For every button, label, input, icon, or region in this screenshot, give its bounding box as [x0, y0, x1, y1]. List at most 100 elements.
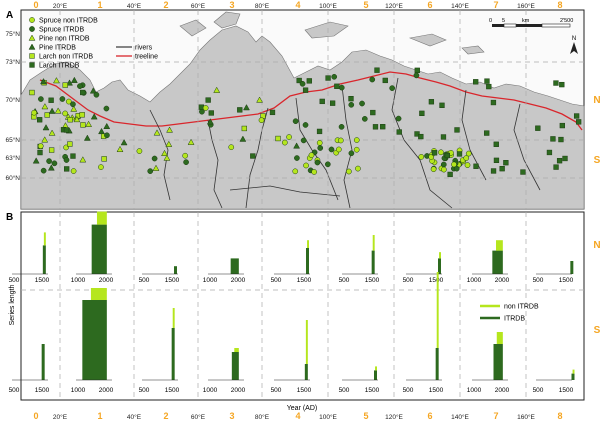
site-marker — [136, 148, 143, 154]
site-marker — [256, 96, 263, 103]
tick-label: 2000 — [231, 277, 246, 284]
bar-itrdb — [231, 352, 239, 380]
bar-itrdb — [492, 250, 503, 274]
tick-label: 500 — [271, 277, 282, 284]
lon-label: 80°E — [255, 413, 270, 421]
site-marker — [395, 115, 402, 122]
bar-itrdb — [41, 344, 45, 380]
tick-label: 500 — [9, 277, 20, 284]
site-marker — [59, 96, 66, 102]
site-marker — [389, 85, 396, 91]
sector-label: 1 — [97, 411, 102, 421]
site-marker — [147, 168, 154, 174]
site-marker — [484, 130, 490, 136]
site-marker — [29, 89, 35, 96]
bar-itrdb — [304, 364, 308, 380]
site-marker — [292, 168, 299, 175]
bar-itrdb — [171, 328, 175, 380]
site-marker — [484, 78, 490, 84]
site-marker — [286, 134, 292, 140]
tick-label: 500 — [403, 277, 414, 284]
bar-non-itrdb — [96, 211, 107, 225]
site-marker — [46, 158, 52, 164]
site-marker — [103, 105, 110, 112]
site-marker — [79, 112, 85, 118]
tick-label: 1500 — [429, 387, 444, 394]
site-marker — [428, 154, 435, 160]
site-marker — [64, 166, 70, 172]
sector-label: 2 — [163, 411, 168, 421]
site-marker — [559, 81, 565, 88]
island — [461, 45, 485, 55]
site-marker — [44, 112, 50, 118]
tick-label: 500 — [9, 387, 20, 394]
site-marker — [47, 164, 55, 171]
tick-label: 1000 — [203, 387, 218, 394]
site-marker — [465, 150, 472, 157]
site-marker — [53, 77, 60, 84]
site-marker — [89, 87, 97, 94]
bar-itrdb — [493, 344, 503, 380]
treeline — [39, 71, 583, 131]
site-marker — [573, 113, 580, 119]
site-marker — [348, 101, 355, 108]
site-marker — [493, 157, 500, 163]
tick-label: 500 — [139, 277, 150, 284]
panel-label-a: A — [6, 10, 13, 21]
site-marker — [62, 110, 69, 117]
site-marker — [299, 80, 306, 87]
sector-label: 6 — [427, 0, 432, 10]
site-marker — [41, 136, 49, 143]
lon-label: 160°E — [517, 2, 535, 10]
sector-label: 4 — [295, 0, 300, 10]
scale-label: km — [522, 18, 530, 24]
tick-label: 500 — [339, 277, 350, 284]
site-marker — [418, 154, 425, 160]
map-grid — [21, 10, 584, 209]
lon-label: 40°E — [127, 413, 142, 421]
site-marker — [317, 145, 324, 151]
site-marker — [120, 139, 128, 146]
lat-label: 63°N — [5, 154, 20, 162]
site-marker — [104, 132, 110, 139]
site-marker — [90, 113, 98, 120]
site-marker — [361, 116, 368, 122]
site-marker — [418, 133, 424, 140]
site-marker — [65, 98, 72, 105]
site-marker — [116, 145, 124, 153]
lon-label: 60°E — [191, 2, 206, 10]
top-sector-labels: 0 1 2 3 4 5 6 7 8 20°E 40°E 60°E 80°E 100°E 120°E 140°E… — [33, 0, 562, 10]
site-marker — [328, 146, 335, 153]
legend-label: ITRDB — [504, 316, 525, 323]
site-marker — [493, 141, 499, 147]
tick-label: 500 — [533, 387, 544, 394]
site-marker — [38, 96, 44, 102]
site-marker — [325, 75, 331, 81]
site-marker — [369, 76, 376, 83]
tick-label: 2000 — [99, 387, 114, 394]
island — [408, 33, 447, 47]
site-marker — [213, 86, 221, 93]
site-marker — [303, 162, 309, 169]
site-marker — [163, 154, 171, 161]
zone-label-s: S — [594, 155, 601, 166]
site-marker — [556, 158, 563, 164]
site-marker — [300, 137, 307, 144]
site-marker — [486, 83, 492, 90]
legend-label: Spruce ITRDB — [39, 26, 84, 33]
tick-label: 500 — [139, 387, 150, 394]
scale-label: 0 — [489, 18, 492, 24]
legend-label: rivers — [135, 44, 153, 51]
legend-label: Pine ITRDB — [39, 44, 76, 51]
tick-label: 2000 — [231, 387, 246, 394]
site-marker — [206, 118, 214, 125]
bar-itrdb — [82, 300, 107, 380]
site-marker — [187, 138, 195, 145]
bar-itrdb — [570, 261, 574, 274]
site-marker — [67, 141, 73, 147]
site-marker — [331, 73, 338, 80]
sector-label: 5 — [363, 0, 368, 10]
site-marker — [250, 153, 256, 159]
site-marker — [355, 165, 361, 172]
